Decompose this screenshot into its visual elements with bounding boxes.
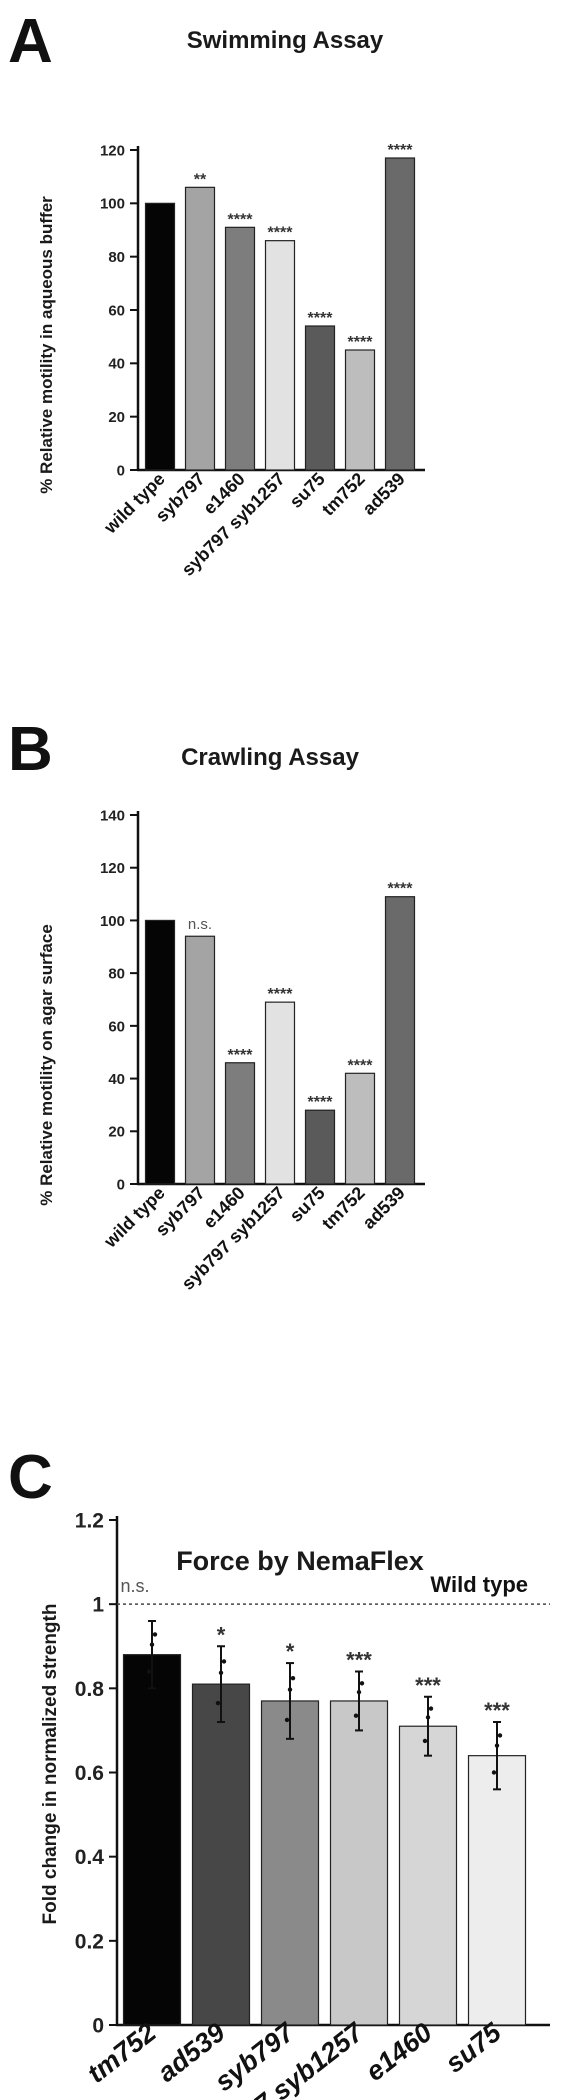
y-tick-label: 60 — [108, 1018, 125, 1035]
bar — [344, 349, 376, 471]
significance-label: **** — [348, 334, 374, 351]
x-tick-label: e1460 — [360, 2017, 438, 2087]
bar — [144, 919, 176, 1185]
y-tick-label: 0 — [117, 1176, 125, 1193]
y-tick-label: 140 — [100, 807, 125, 824]
significance-label: *** — [484, 1698, 510, 1723]
chart-title: Swimming Assay — [187, 27, 384, 54]
y-tick-label: 120 — [100, 860, 125, 877]
bar — [344, 1072, 376, 1185]
bar — [144, 202, 176, 471]
x-tick-label: ad539 — [359, 469, 409, 519]
y-tick-label: 100 — [100, 196, 125, 213]
significance-label: **** — [268, 986, 294, 1003]
y-tick-label: 0 — [117, 462, 125, 479]
bar — [304, 325, 336, 471]
bar — [304, 1109, 336, 1185]
significance-label: * — [217, 1622, 226, 1647]
y-tick-label: 20 — [108, 409, 125, 426]
significance-label: *** — [415, 1673, 441, 1698]
y-tick-label: 60 — [108, 302, 125, 319]
data-point — [422, 1738, 428, 1744]
significance-label: **** — [348, 1057, 374, 1074]
y-axis-label: % Relative motility on agar surface — [37, 924, 56, 1206]
bar — [384, 157, 416, 471]
significance-label: **** — [268, 225, 294, 242]
data-point — [221, 1659, 227, 1664]
reference-line-label: Wild type — [430, 1572, 528, 1597]
bar — [122, 1654, 182, 2026]
significance-label: *** — [346, 1648, 372, 1673]
data-point — [284, 1717, 290, 1723]
data-point — [491, 1770, 497, 1775]
significance-label: n.s. — [188, 916, 212, 933]
panel-letter: C — [8, 1443, 53, 1512]
bar — [184, 186, 216, 471]
y-axis-label: Fold change in normalized strength — [40, 1604, 61, 1925]
y-tick-label: 0.6 — [75, 1762, 104, 1785]
panel-C: C Force by NemaFlex Fold change in normali… — [8, 1443, 550, 2100]
x-tick-label: wild type — [100, 469, 169, 538]
data-point — [215, 1700, 221, 1706]
y-tick-label: 1.2 — [75, 1510, 104, 1533]
chart-title: Force by NemaFlex — [176, 1546, 424, 1576]
y-tick-label: 80 — [108, 966, 125, 983]
y-axis-label: % Relative motility in aqueous buffer — [37, 196, 56, 494]
data-point — [146, 1669, 152, 1674]
significance-label: **** — [388, 881, 414, 898]
x-tick-label: tm752 — [318, 469, 369, 520]
significance-label: **** — [308, 310, 334, 327]
y-tick-label: 0.8 — [75, 1678, 105, 1701]
data-point — [290, 1676, 296, 1681]
data-point — [218, 1670, 224, 1675]
significance-label: **** — [228, 1047, 254, 1064]
significance-label: ** — [194, 171, 207, 188]
y-tick-label: 120 — [100, 142, 125, 159]
x-tick-label: wild type — [100, 1183, 169, 1252]
data-point — [356, 1689, 362, 1695]
bar — [224, 1062, 256, 1185]
x-tick-label: ad539 — [359, 1183, 409, 1233]
x-tick-label: tm752 — [318, 1183, 369, 1234]
data-point — [149, 1642, 155, 1647]
y-tick-label: 0.2 — [75, 1930, 104, 1953]
bar — [191, 1683, 251, 2026]
data-point — [359, 1681, 365, 1686]
bar — [398, 1725, 458, 2026]
significance-label: **** — [228, 211, 254, 228]
bar — [329, 1700, 389, 2026]
significance-label: **** — [388, 142, 414, 159]
bar — [224, 226, 256, 471]
y-tick-label: 80 — [108, 249, 125, 266]
bar — [467, 1755, 527, 2026]
y-tick-label: 100 — [100, 913, 125, 930]
significance-label: **** — [308, 1094, 334, 1111]
bar — [384, 896, 416, 1185]
significance-label: n.s. — [120, 1576, 149, 1596]
y-tick-label: 1 — [92, 1594, 104, 1617]
data-point — [353, 1713, 359, 1718]
panel-A: A Swimming Assay % Relative motility in aq… — [8, 7, 425, 580]
y-tick-label: 0.4 — [75, 1846, 105, 1869]
y-tick-label: 40 — [108, 356, 125, 373]
data-point — [494, 1743, 500, 1748]
data-point — [497, 1733, 503, 1738]
panel-B: B Crawling Assay % Relative motility on ag… — [8, 715, 425, 1294]
bar — [264, 240, 296, 471]
y-tick-label: 20 — [108, 1124, 125, 1141]
chart-title: Crawling Assay — [181, 744, 359, 771]
data-point — [152, 1632, 158, 1637]
panel-letter: B — [8, 715, 53, 784]
data-point — [425, 1715, 431, 1720]
bar — [264, 1001, 296, 1185]
panel-letter: A — [8, 7, 53, 76]
data-point — [428, 1706, 434, 1711]
y-tick-label: 0 — [92, 2015, 104, 2038]
significance-label: * — [286, 1639, 295, 1664]
bar — [260, 1700, 320, 2026]
bar — [184, 935, 216, 1185]
data-point — [287, 1687, 293, 1692]
y-tick-label: 40 — [108, 1071, 125, 1088]
